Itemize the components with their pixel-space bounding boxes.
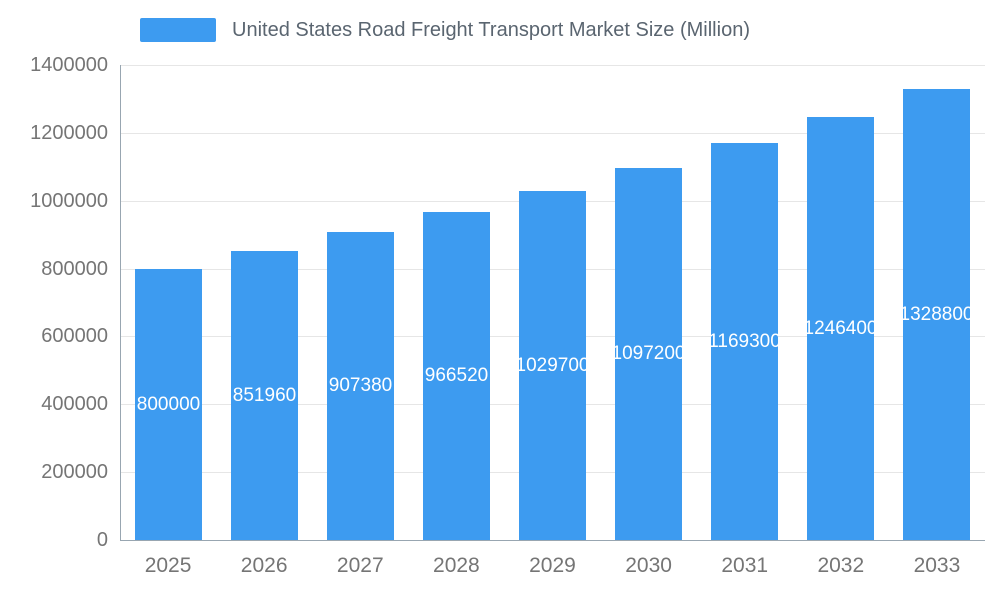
x-tick-label: 2026 [240, 554, 288, 577]
y-tick-label: 1200000 [30, 121, 108, 144]
bar: 1328800 [903, 89, 970, 540]
y-tick-label: 200000 [41, 461, 108, 484]
bar-value-label: 1246400 [807, 318, 874, 339]
bar-value-label: 966520 [424, 365, 489, 386]
bar-value-label: 800000 [136, 394, 201, 415]
x-tick-label: 2030 [625, 554, 672, 577]
bar-value-label: 1328800 [903, 304, 970, 325]
y-axis-line [120, 65, 121, 541]
x-tick-label: 2032 [817, 554, 865, 577]
x-tick-label: 2025 [144, 554, 192, 577]
x-tick-label: 2027 [336, 554, 384, 577]
y-tick-label: 600000 [41, 325, 108, 348]
bar-value-label: 851960 [232, 385, 297, 406]
bar: 966520 [423, 212, 490, 540]
x-tick-label: 2031 [721, 554, 769, 577]
y-tick-label: 800000 [41, 257, 108, 280]
bar-value-label: 1169300 [711, 331, 778, 352]
legend-swatch[interactable] [140, 18, 216, 42]
chart-title: United States Road Freight Transport Mar… [232, 18, 750, 41]
x-tick-label: 2029 [529, 554, 576, 577]
gridline [120, 132, 985, 134]
bar: 907380 [327, 232, 394, 540]
bar: 1029700 [519, 191, 586, 540]
y-tick-label: 400000 [41, 393, 108, 416]
y-tick-label: 1400000 [30, 54, 108, 76]
bar: 1097200 [615, 168, 682, 540]
bar-value-label: 907380 [328, 375, 393, 396]
x-axis-line [120, 540, 985, 541]
y-tick-label: 1000000 [30, 189, 108, 212]
gridline [120, 65, 985, 66]
legend: United States Road Freight Transport Mar… [140, 18, 750, 42]
bar-value-label: 1029700 [519, 355, 586, 376]
x-tick-label: 2028 [433, 554, 480, 577]
bar-value-label: 1097200 [615, 343, 682, 364]
bar: 851960 [231, 251, 298, 540]
y-tick-label: 0 [96, 529, 108, 551]
bar: 1246400 [807, 117, 874, 540]
bar: 800000 [135, 269, 202, 540]
x-tick-label: 2033 [913, 554, 961, 577]
bar: 1169300 [711, 143, 778, 540]
